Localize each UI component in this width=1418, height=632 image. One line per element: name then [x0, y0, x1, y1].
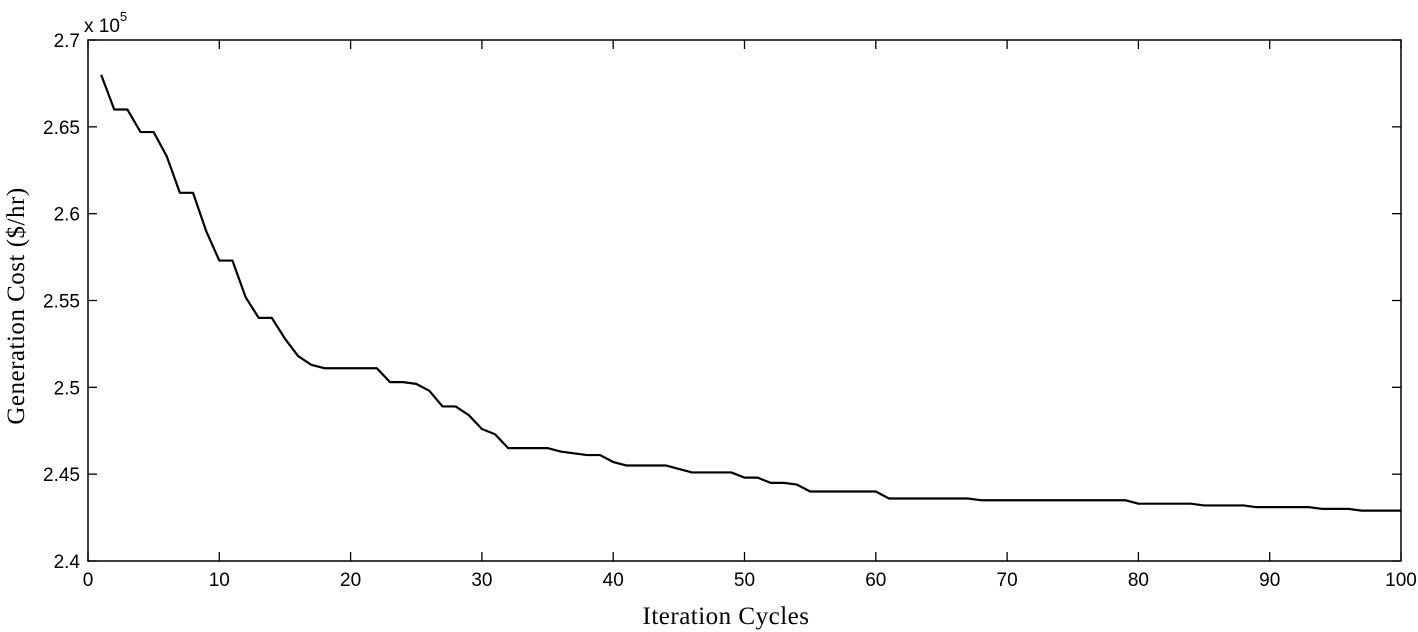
series-line — [100, 74, 1401, 512]
y-exponent-label: x 105 — [84, 9, 127, 37]
x-tick-label: 50 — [734, 570, 755, 591]
y-multiplier-exponent: 5 — [120, 9, 127, 24]
y-tick-label: 2.45 — [43, 465, 80, 486]
x-axis-label: Iteration Cycles — [643, 603, 810, 630]
y-tick-label: 2.65 — [43, 118, 80, 139]
plot-frame — [87, 39, 1402, 562]
y-tick-label: 2.6 — [54, 205, 80, 226]
y-tick-label: 2.55 — [43, 292, 80, 313]
x-tick-label: 20 — [340, 570, 361, 591]
x-tick-label: 60 — [865, 570, 886, 591]
x-tick-label: 0 — [83, 570, 94, 591]
y-axis-label: Generation Cost ($/hr) — [3, 187, 30, 424]
y-tick-label: 2.7 — [54, 31, 80, 52]
x-tick-label: 90 — [1259, 570, 1280, 591]
x-tick-label: 100 — [1385, 570, 1417, 591]
x-tick-label: 80 — [1128, 570, 1149, 591]
x-tick-label: 40 — [603, 570, 624, 591]
x-tick-label: 30 — [471, 570, 492, 591]
x-tick-label: 10 — [209, 570, 230, 591]
y-tick-label: 2.5 — [54, 378, 80, 399]
x-tick-labels: 0 10 20 30 40 50 60 70 80 90 100 — [83, 570, 1417, 591]
tick-marks — [87, 39, 1402, 562]
x-tick-label: 70 — [997, 570, 1018, 591]
y-tick-labels: 2.4 2.45 2.5 2.55 2.6 2.65 2.7 — [43, 31, 80, 573]
y-multiplier-base: x 10 — [84, 16, 120, 37]
y-tick-label: 2.4 — [54, 552, 81, 573]
